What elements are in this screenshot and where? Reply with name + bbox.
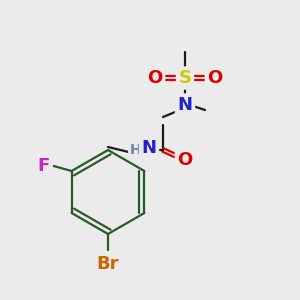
- Text: O: O: [147, 69, 163, 87]
- Text: O: O: [177, 151, 193, 169]
- Text: O: O: [207, 69, 223, 87]
- Text: S: S: [178, 69, 191, 87]
- Text: N: N: [178, 96, 193, 114]
- Text: H: H: [130, 143, 142, 157]
- Text: Br: Br: [97, 255, 119, 273]
- Text: F: F: [38, 157, 50, 175]
- Text: N: N: [142, 139, 157, 157]
